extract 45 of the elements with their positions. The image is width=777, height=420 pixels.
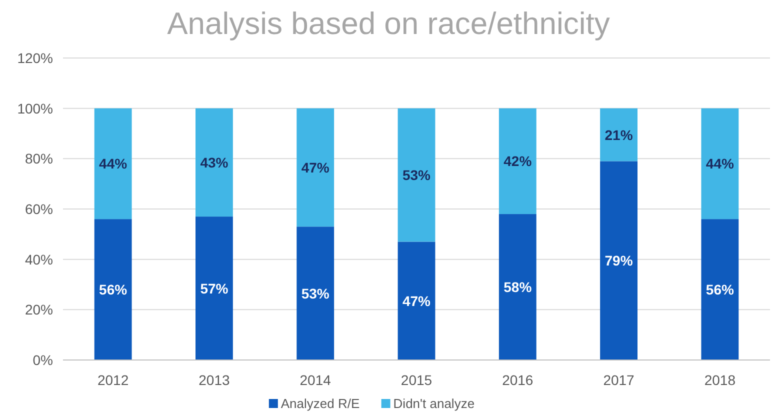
y-tick-label: 100% [17, 100, 53, 116]
data-label: 44% [706, 156, 734, 172]
bar [398, 108, 436, 242]
data-label: 56% [706, 282, 734, 298]
y-tick-label: 80% [24, 150, 53, 167]
y-tick-label: 0% [32, 352, 53, 368]
bar [600, 108, 638, 162]
legend-label: Analyzed R/E [280, 396, 360, 411]
data-label: 57% [200, 280, 229, 296]
data-label: 43% [200, 154, 229, 170]
legend-label: Didn't analyze [393, 396, 475, 411]
data-label: 44% [99, 156, 128, 172]
bar [296, 226, 334, 360]
bar [398, 242, 436, 360]
data-label: 56% [99, 282, 128, 298]
data-label: 42% [504, 153, 532, 170]
x-tick-label: 2016 [502, 372, 534, 388]
data-label: 58% [504, 279, 532, 296]
x-tick-label: 2014 [300, 372, 332, 388]
x-tick-label: 2018 [704, 372, 736, 388]
bar [701, 219, 739, 360]
x-tick-label: 2013 [198, 372, 230, 388]
y-tick-label: 120% [17, 50, 53, 66]
bar [498, 108, 536, 214]
bar [498, 214, 536, 360]
bar [701, 108, 739, 220]
data-label: 79% [604, 252, 634, 269]
data-label: 47% [402, 292, 432, 309]
y-tick-label: 40% [24, 251, 53, 268]
bar [296, 108, 334, 227]
bar [94, 108, 132, 220]
x-tick-label: 2017 [603, 372, 635, 388]
y-tick-label: 20% [24, 302, 53, 318]
bar [196, 216, 233, 360]
chart-title: Analysis based on race/ethnicity [167, 6, 610, 41]
x-tick-label: 2015 [400, 372, 432, 388]
x-tick-label: 2012 [97, 372, 129, 388]
data-label: 47% [301, 159, 330, 176]
y-tick-label: 60% [24, 201, 53, 217]
bar [600, 161, 638, 360]
bar [94, 219, 132, 360]
bar [196, 108, 233, 217]
data-label: 53% [402, 167, 432, 184]
data-label: 53% [301, 285, 330, 302]
data-label: 21% [604, 126, 634, 143]
